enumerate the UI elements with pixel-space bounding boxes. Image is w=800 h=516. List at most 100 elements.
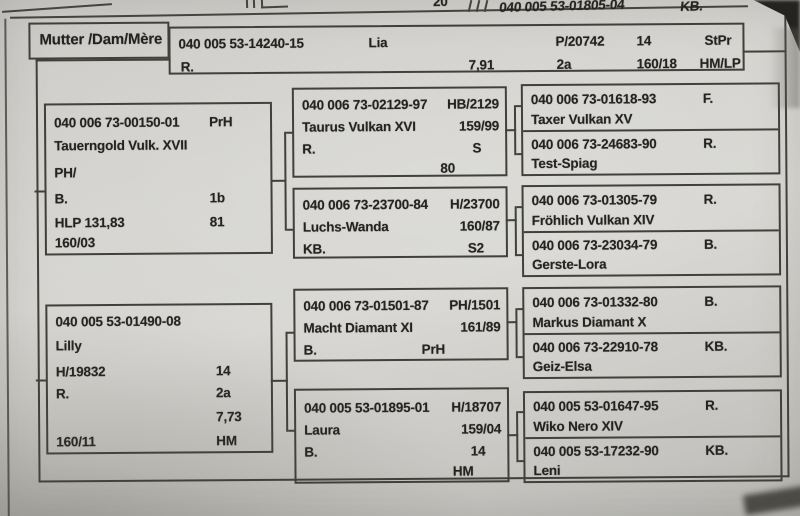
ancestor-line5-label: HLP 131,83	[54, 214, 125, 231]
ancestor-name: Macht Diamant XI	[303, 319, 413, 336]
ancestor-id: 040 006 73-01332-80	[532, 294, 658, 311]
ancestor-registry: HB/2129	[446, 96, 499, 112]
connector-line	[516, 153, 523, 156]
ancestor-score: 161/89	[460, 319, 501, 335]
breeding-code: KB.	[705, 442, 729, 458]
dam-info-box: 040 005 53-14240-15 Lia P/20742 14 StPr …	[168, 22, 745, 75]
connector-line	[35, 379, 47, 382]
ancestor-box-sire-of-dam: 040 006 73-00150-01 PrH Tauerngold Vulk.…	[43, 101, 273, 256]
connector-line	[515, 308, 518, 359]
dam-suffix: HM/LP	[699, 55, 741, 71]
breeding-code: KB.	[704, 338, 728, 354]
ancestor-line3-label: KB.	[302, 241, 326, 257]
ancestor-score: 159/99	[458, 118, 500, 134]
connector-line	[517, 356, 524, 359]
ancestor-line6-label: 160/11	[56, 434, 96, 450]
ancestor-line4-value: 1b	[209, 190, 225, 206]
ancestor-id: 040 005 53-01490-08	[55, 313, 181, 330]
ancestor-id: 040 005 53-01895-01	[303, 399, 430, 416]
connector-line	[286, 228, 294, 231]
ancestor-line3-value: S2	[467, 240, 484, 256]
connector-line	[516, 206, 523, 209]
dam-age: 14	[636, 33, 652, 49]
dam-milk-value: 7,91	[468, 57, 495, 73]
connector-line	[286, 131, 294, 134]
ancestor-line4-value: 2a	[215, 385, 231, 401]
ancestor-score: 160/87	[459, 218, 500, 234]
ancestor-line3-value: S	[472, 140, 482, 156]
ancestor-id: 040 006 73-23034-79	[531, 237, 658, 254]
ancestor-box-gen3-1: 040 006 73-02129-97 HB/2129 Taurus Vulka…	[291, 86, 508, 178]
ancestor-id: 040 006 73-00150-01	[53, 114, 180, 131]
page-edge-line	[4, 18, 10, 516]
connector-line	[284, 131, 287, 231]
dam-title: StPr	[704, 32, 732, 48]
ancestor-id: 040 006 73-01618-93	[530, 91, 657, 108]
ancestor-name: Markus Diamant X	[532, 314, 647, 331]
ancestor-pair-2: 040 006 73-01305-79 R. Fröhlich Vulkan X…	[521, 183, 782, 278]
ancestor-name: Test-Spiag	[531, 155, 598, 172]
ancestor-name: Fröhlich Vulkan XIV	[531, 212, 655, 229]
breeding-code: R.	[704, 397, 719, 413]
connector-line	[514, 206, 517, 257]
ancestor-line6: 160/03	[54, 235, 96, 251]
ancestor-line4-label: R.	[55, 386, 70, 402]
ancestor-box-gen3-2: 040 006 73-23700-84 H/23700 Luchs-Wanda …	[292, 186, 508, 259]
connector-line	[288, 429, 296, 432]
ancestor-line6-value: HM	[216, 433, 237, 449]
ancestor-line3-label: R.	[302, 141, 316, 157]
connector-line	[518, 460, 525, 463]
connector-line	[517, 308, 524, 311]
ancestor-line4-value: HM	[452, 463, 474, 479]
breeding-code: F.	[702, 90, 714, 106]
ancestor-id: 040 006 73-23700-84	[302, 196, 429, 213]
ancestor-name: Luchs-Wanda	[302, 219, 389, 235]
ancestor-line3-label: B.	[303, 342, 317, 358]
ancestor-id: 040 006 73-02129-97	[301, 96, 428, 113]
ancestor-pair-4: 040 005 53-01647-95 R. Wiko Nero XIV 040…	[522, 389, 783, 484]
ancestor-id: 040 006 73-24683-90	[531, 136, 657, 153]
ancestor-line3: PH/	[54, 165, 77, 181]
ancestor-id: 040 006 73-22910-78	[532, 339, 659, 356]
section-label: Mutter /Dam/Mère	[39, 30, 163, 49]
ancestor-line3-label: B.	[304, 444, 318, 460]
ancestor-line3-label: H/19832	[55, 364, 106, 380]
pedigree-frame-line	[35, 59, 41, 483]
ancestor-box-gen4-1: 040 006 73-01618-93 F. Taxer Vulkan XV	[523, 84, 778, 130]
breeding-code: B.	[704, 293, 718, 309]
dam-score: 160/18	[636, 56, 677, 72]
ancestor-registry: H/18707	[451, 399, 502, 415]
ancestor-score: 159/04	[461, 421, 502, 437]
ancestor-registry: H/23700	[449, 196, 500, 212]
breeding-code: PrH	[208, 114, 233, 130]
connector-line	[515, 105, 522, 108]
pedigree-frame-line	[35, 58, 171, 62]
ancestor-line3-value: PrH	[421, 341, 446, 357]
breeding-code: B.	[703, 236, 718, 252]
ancestor-id: 040 005 53-01647-95	[532, 398, 659, 415]
connector-line	[34, 190, 46, 193]
ancestor-line5-value: 7,73	[216, 409, 242, 425]
dam-name: Lia	[368, 35, 388, 51]
ancestor-line4-value: 80	[440, 160, 456, 176]
ancestor-line3-value: 14	[215, 363, 231, 379]
connector-line	[516, 411, 519, 463]
ancestor-box-gen4-2: 040 006 73-24683-90 R. Test-Spiag	[523, 128, 779, 175]
ancestor-box-gen4-4: 040 006 73-23034-79 B. Gerste-Lora	[523, 229, 780, 276]
ancestor-box-dam-of-dam: 040 005 53-01490-08 Lilly H/19832 14 R. …	[45, 302, 274, 455]
breeding-code: R.	[703, 191, 717, 207]
ancestor-line4-label: B.	[54, 191, 68, 207]
ancestor-name: Gerste-Lora	[531, 256, 607, 273]
breeding-code: R.	[703, 135, 717, 151]
ancestor-name: Lilly	[55, 338, 82, 354]
ancestor-id: 040 005 53-17232-90	[533, 443, 659, 460]
connector-line	[518, 411, 525, 414]
ancestor-box-gen4-3: 040 006 73-01305-79 R. Fröhlich Vulkan X…	[524, 185, 779, 231]
ancestor-name: Geiz-Elsa	[532, 358, 592, 375]
ancestor-name: Laura	[304, 422, 341, 438]
ancestor-pair-1: 040 006 73-01618-93 F. Taxer Vulkan XV 0…	[520, 82, 781, 177]
dam-class: 2a	[556, 56, 572, 72]
section-label-box: Mutter /Dam/Mère	[28, 21, 170, 60]
connector-line	[287, 331, 295, 334]
